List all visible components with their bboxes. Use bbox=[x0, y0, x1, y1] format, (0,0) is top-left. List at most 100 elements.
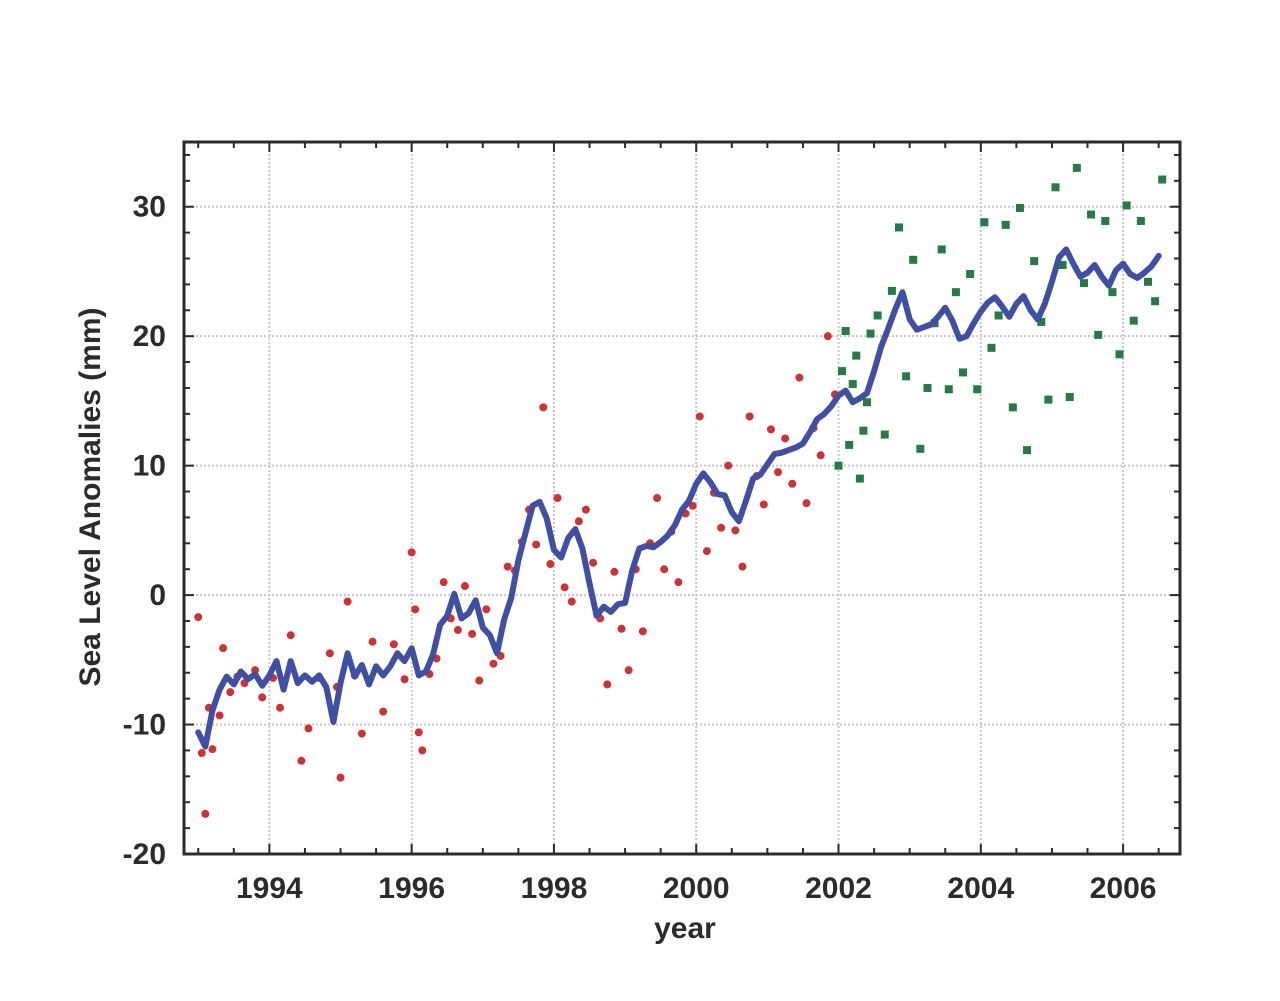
data-point-circle bbox=[389, 640, 398, 649]
data-point-circle bbox=[653, 494, 662, 502]
data-point-circle bbox=[407, 548, 416, 557]
data-point-square bbox=[916, 444, 925, 453]
data-point-circle bbox=[774, 468, 783, 477]
data-point-circle bbox=[286, 631, 295, 640]
data-point-square bbox=[1065, 393, 1074, 402]
data-point-circle bbox=[731, 526, 740, 535]
data-point-circle bbox=[297, 756, 306, 765]
data-point-circle bbox=[482, 605, 491, 614]
x-tick-label: 2004 bbox=[947, 872, 1014, 905]
x-tick-label: 1998 bbox=[521, 872, 588, 905]
data-point-square bbox=[859, 426, 868, 435]
data-point-square bbox=[944, 385, 953, 394]
data-point-circle bbox=[468, 629, 477, 638]
data-point-square bbox=[1158, 175, 1167, 184]
mean-sea-level-line bbox=[195, 246, 1162, 750]
data-point-square bbox=[873, 311, 882, 320]
data-point-square bbox=[1072, 163, 1081, 172]
data-point-square bbox=[841, 327, 850, 336]
data-point-circle bbox=[816, 451, 825, 460]
data-point-square bbox=[887, 286, 896, 295]
data-point-circle bbox=[574, 517, 583, 526]
data-point-circle bbox=[414, 728, 423, 737]
data-point-square bbox=[1094, 330, 1103, 339]
x-tick-label: 1996 bbox=[378, 872, 445, 905]
data-point-square bbox=[1008, 403, 1017, 412]
tick-labels: 1994 1996 1998 2000 2002 2004 2006 -20 -10 0 10 20 3… bbox=[123, 191, 1157, 905]
data-point-square bbox=[848, 380, 857, 389]
data-point-circle bbox=[617, 624, 626, 633]
data-point-square bbox=[994, 311, 1003, 320]
data-point-square bbox=[1015, 204, 1024, 213]
x-tick-label: 2000 bbox=[663, 872, 730, 905]
data-point-circle bbox=[702, 547, 711, 556]
data-point-square bbox=[966, 270, 975, 279]
data-point-square bbox=[923, 383, 932, 392]
data-point-square bbox=[1129, 316, 1138, 325]
data-point-circle bbox=[411, 605, 420, 614]
data-point-square bbox=[845, 440, 854, 449]
data-point-circle bbox=[717, 523, 726, 532]
y-tick-label: 20 bbox=[133, 320, 166, 353]
x-tick-label: 2002 bbox=[805, 872, 872, 905]
data-point-circle bbox=[208, 745, 217, 754]
data-point-circle bbox=[759, 500, 768, 509]
data-point-square bbox=[1115, 350, 1124, 359]
data-point-circle bbox=[194, 613, 203, 622]
data-point-square bbox=[959, 368, 968, 377]
data-point-circle bbox=[589, 558, 598, 567]
data-point-circle bbox=[766, 425, 775, 434]
data-point-circle bbox=[823, 332, 832, 341]
data-point-circle bbox=[695, 412, 704, 421]
data-point-square bbox=[1122, 201, 1131, 210]
data-point-circle bbox=[688, 501, 697, 510]
x-axis-label: year bbox=[654, 912, 716, 945]
data-point-circle bbox=[624, 666, 633, 675]
data-point-square bbox=[1136, 216, 1145, 225]
data-point-circle bbox=[379, 707, 388, 716]
data-point-square bbox=[1051, 183, 1060, 192]
data-point-circle bbox=[603, 680, 612, 689]
data-point-circle bbox=[197, 749, 206, 758]
data-point-square bbox=[1079, 279, 1088, 288]
data-point-circle bbox=[418, 746, 427, 755]
data-point-square bbox=[980, 218, 989, 227]
data-point-square bbox=[1001, 220, 1010, 229]
data-point-circle bbox=[567, 597, 576, 606]
data-point-square bbox=[894, 223, 903, 232]
data-point-circle bbox=[660, 565, 669, 574]
data-point-square bbox=[852, 351, 861, 360]
data-point-circle bbox=[276, 703, 285, 712]
data-point-circle bbox=[638, 627, 647, 636]
data-point-circle bbox=[475, 676, 484, 685]
data-point-square bbox=[1023, 446, 1032, 455]
data-point-circle bbox=[226, 688, 235, 697]
data-point-square bbox=[1151, 297, 1160, 306]
x-tick-label: 1994 bbox=[236, 872, 303, 905]
data-point-circle bbox=[325, 649, 334, 658]
data-point-circle bbox=[532, 540, 541, 549]
y-tick-label: 30 bbox=[133, 191, 166, 224]
data-point-square bbox=[834, 461, 843, 470]
data-point-square bbox=[1101, 216, 1110, 225]
data-point-square bbox=[987, 343, 996, 352]
y-axis-label: Sea Level Anomalies (mm) bbox=[74, 307, 107, 686]
tick-marks bbox=[184, 142, 1180, 855]
data-point-circle bbox=[788, 479, 797, 488]
data-point-circle bbox=[304, 724, 313, 733]
data-point-circle bbox=[503, 562, 512, 571]
plot-frame bbox=[182, 140, 1182, 856]
data-point-circle bbox=[745, 412, 754, 421]
x-tick-label: 2006 bbox=[1090, 872, 1157, 905]
data-point-circle bbox=[674, 578, 683, 587]
data-point-circle bbox=[343, 597, 352, 606]
y-tick-label: -20 bbox=[123, 838, 166, 871]
data-point-square bbox=[1044, 395, 1053, 404]
data-point-circle bbox=[581, 505, 590, 514]
y-tick-label: 0 bbox=[149, 579, 166, 612]
data-point-square bbox=[1108, 288, 1117, 297]
data-point-circle bbox=[201, 809, 210, 818]
data-point-square bbox=[902, 372, 911, 381]
data-point-circle bbox=[489, 659, 498, 668]
